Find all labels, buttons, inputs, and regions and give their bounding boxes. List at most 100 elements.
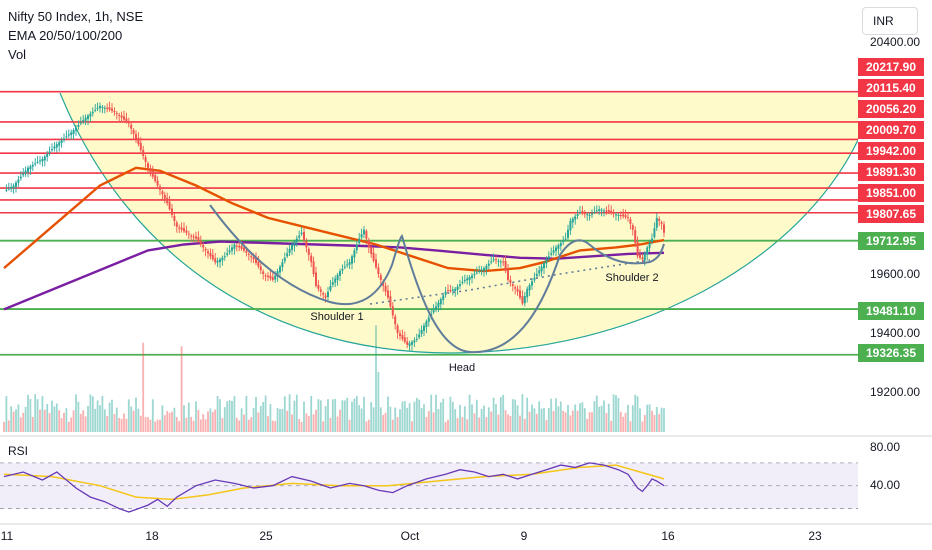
volume-bar — [351, 401, 353, 432]
candle-body — [29, 166, 32, 170]
price-axis: 20400.00 19600.00 19400.00 19200.00 20217.90… — [858, 35, 924, 399]
price-tick-label: 20400.00 — [870, 35, 920, 49]
volume-bar — [310, 395, 313, 432]
candle-body — [377, 267, 380, 274]
candle-body — [552, 250, 555, 253]
volume-bar — [557, 406, 560, 432]
volume-bar — [5, 396, 8, 432]
candle-body — [331, 282, 334, 285]
candle-body — [557, 245, 560, 249]
resistance-tag-text: 20115.40 — [866, 81, 916, 95]
volume-bar — [499, 397, 502, 432]
candle-body — [571, 218, 574, 223]
volume-bar — [291, 414, 293, 432]
support-tag-text: 19712.95 — [866, 234, 916, 248]
volume-bar — [394, 407, 397, 432]
volume-bar — [315, 409, 317, 432]
volume-bar — [432, 412, 435, 432]
volume-bar — [319, 400, 322, 432]
volume-bar — [178, 421, 181, 432]
candle-body — [67, 134, 70, 136]
candle-body — [425, 321, 428, 328]
candle-body — [646, 247, 649, 255]
candle-body — [135, 133, 137, 140]
symbol-title[interactable]: Nifty 50 Index, 1h, NSE — [8, 9, 144, 24]
candle-body — [295, 238, 298, 243]
volume-bar — [339, 409, 341, 432]
volume-bar — [221, 418, 224, 432]
volume-bar — [576, 410, 579, 432]
candle-body — [276, 271, 279, 277]
volume-bar — [463, 406, 466, 432]
cup-pattern-fill — [60, 93, 858, 353]
candle-body — [607, 209, 610, 213]
candle-body — [187, 233, 190, 235]
volume-bar — [204, 419, 207, 432]
candle-body — [286, 253, 289, 257]
volume-bar — [19, 417, 22, 432]
candle-body — [394, 316, 397, 325]
candle-body — [444, 291, 447, 295]
volume-bar — [185, 417, 188, 432]
volume-bar — [322, 421, 325, 432]
candle-body — [5, 189, 8, 191]
volume-bar — [353, 398, 356, 432]
volume-bar — [147, 417, 149, 432]
candle-body — [216, 260, 219, 263]
candle-body — [12, 185, 15, 189]
volume-bar — [303, 401, 305, 432]
volume-bar — [538, 401, 541, 432]
resistance-tag: 19891.30 — [858, 163, 924, 181]
candle-body — [149, 168, 152, 173]
candle-body — [279, 266, 281, 273]
candle-body — [60, 140, 63, 143]
volume-bar — [461, 416, 464, 432]
candle-body — [211, 254, 214, 260]
volume-bar — [295, 394, 298, 432]
volume-bar — [346, 397, 349, 432]
candle-body — [346, 264, 349, 266]
ema-indicator-label[interactable]: EMA 20/50/100/200 — [8, 28, 123, 43]
candle-body — [163, 194, 166, 199]
candle-body — [7, 188, 10, 190]
candle-body — [274, 275, 277, 280]
candle-body — [327, 291, 329, 298]
volume-bar — [399, 409, 401, 432]
candle-body — [159, 186, 161, 190]
candle-body — [499, 261, 502, 263]
volume-bar — [490, 411, 493, 432]
volume-bar — [502, 394, 505, 432]
volume-bar — [485, 417, 488, 432]
candle-body — [411, 341, 413, 345]
candle-body — [70, 132, 73, 136]
candle-body — [19, 176, 22, 179]
volume-bar — [163, 415, 166, 432]
volume-bar — [377, 372, 380, 432]
candle-body — [257, 261, 260, 267]
volume-bar — [547, 408, 550, 432]
volume-bar — [478, 417, 481, 432]
volume-bars — [3, 325, 665, 432]
candle-body — [233, 244, 236, 249]
volume-bar — [612, 394, 615, 432]
volume-bar — [79, 414, 82, 432]
volume-bar — [276, 408, 279, 432]
candle-body — [391, 306, 394, 316]
volume-bar — [586, 418, 589, 432]
candle-body — [154, 175, 157, 182]
candle-body — [137, 137, 140, 145]
candle-body — [31, 164, 34, 167]
candle-body — [586, 214, 589, 216]
resistance-tag: 20056.20 — [858, 100, 924, 118]
volume-bar — [168, 412, 171, 432]
candle-body — [118, 114, 121, 116]
volume-label[interactable]: Vol — [8, 47, 27, 62]
volume-bar — [521, 394, 524, 432]
currency-selector[interactable]: INR — [862, 7, 918, 35]
volume-bar — [540, 408, 543, 432]
volume-bar — [207, 411, 209, 432]
volume-bar — [622, 416, 625, 432]
candle-body — [127, 121, 130, 124]
volume-bar — [636, 396, 639, 432]
